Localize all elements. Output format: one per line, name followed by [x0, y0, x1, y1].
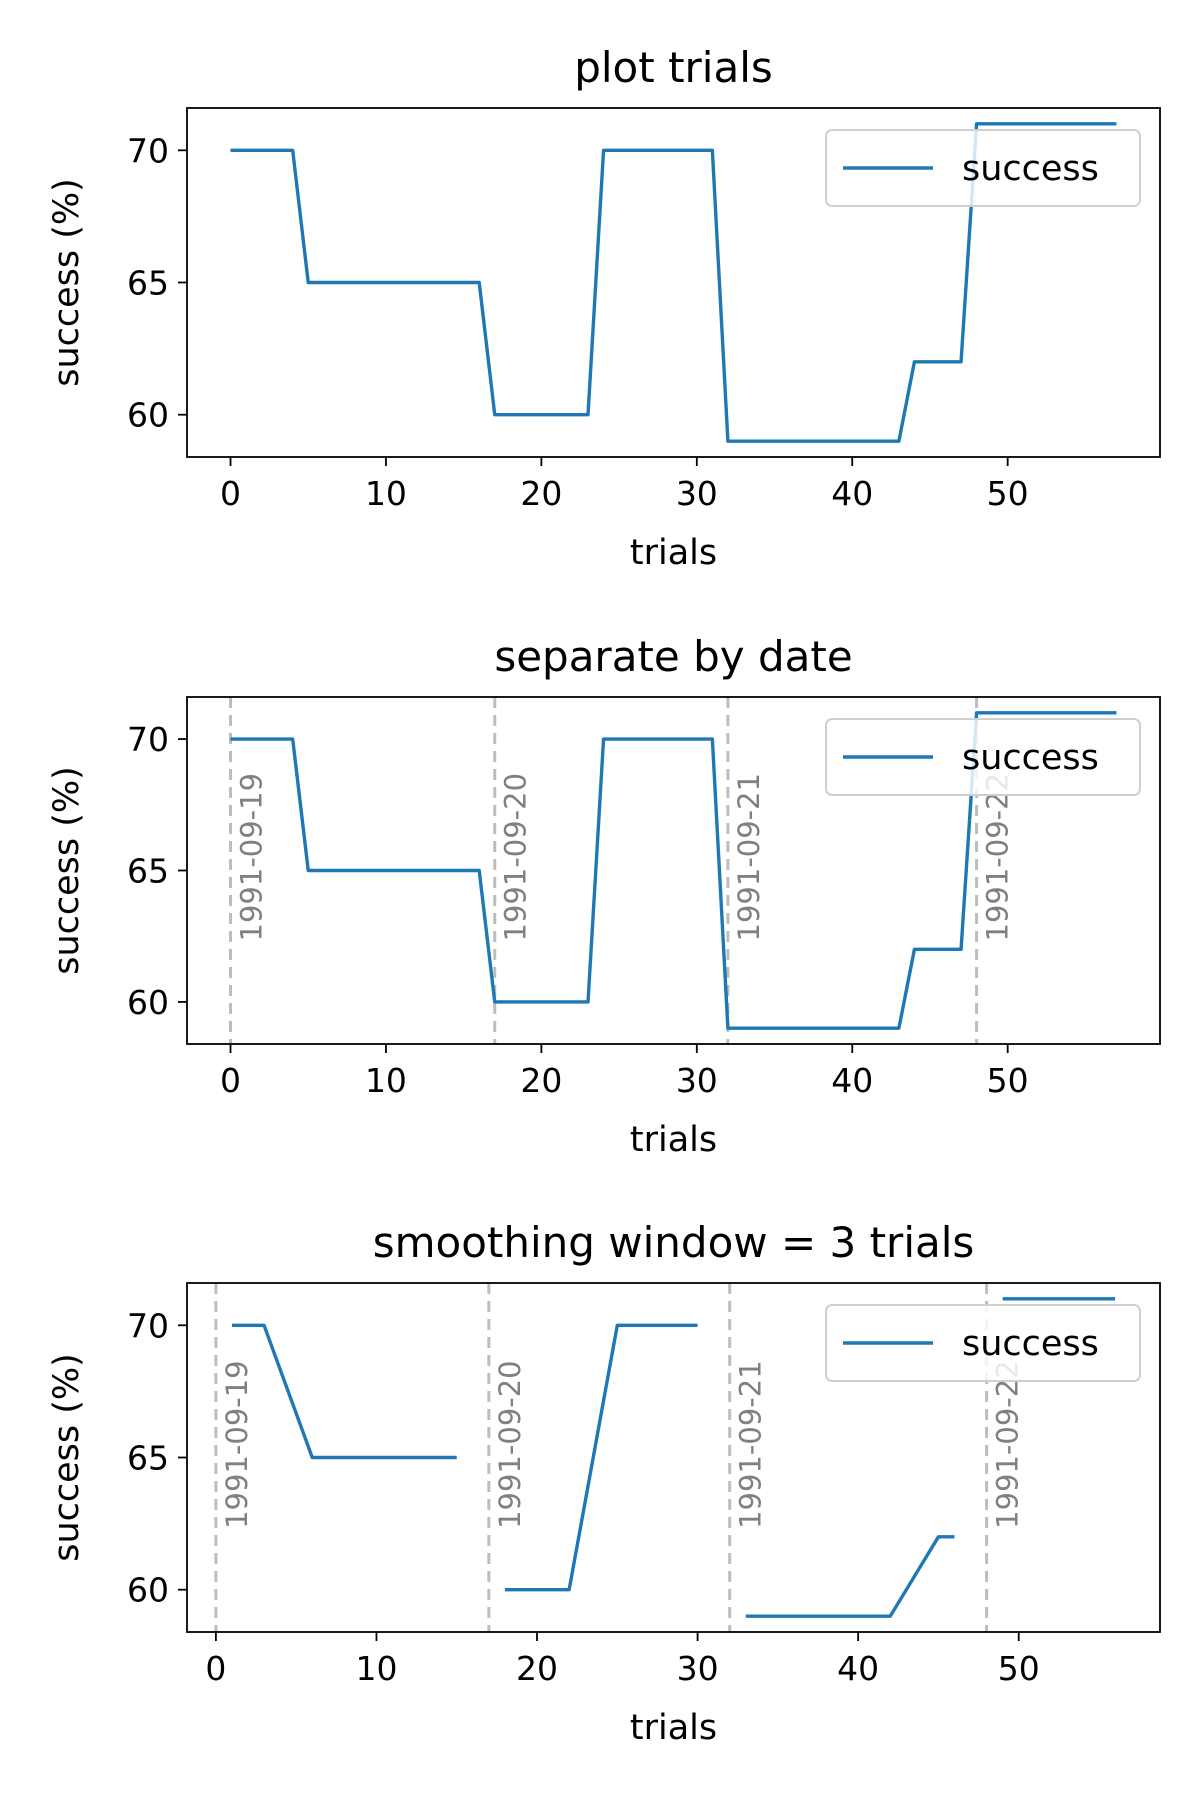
- x-tick-label: 0: [220, 1061, 241, 1100]
- date-marker-label: 1991-09-22: [981, 773, 1015, 942]
- date-marker-label: 1991-09-20: [493, 1360, 527, 1529]
- x-tick-label: 50: [987, 1061, 1029, 1100]
- y-tick-label: 60: [127, 983, 169, 1022]
- x-tick-label: 20: [520, 1061, 562, 1100]
- x-tick-label: 50: [987, 474, 1029, 513]
- y-tick-label: 70: [127, 131, 169, 170]
- chart-panel-2: separate by date 1991-09-19 1991-09-20 1991…: [47, 632, 1161, 1160]
- y-axis-label: success (%): [47, 178, 87, 387]
- date-marker-label: 1991-09-22: [991, 1360, 1025, 1529]
- legend-box: [825, 718, 1141, 796]
- x-tick-label: 20: [520, 474, 562, 513]
- y-tick-label: 70: [127, 1306, 169, 1345]
- x-tick-label: 30: [676, 474, 718, 513]
- legend-entry: success: [962, 738, 1099, 778]
- legend-box: [825, 1304, 1141, 1382]
- y-tick-label: 65: [127, 264, 169, 303]
- date-marker-label: 1991-09-21: [734, 1360, 768, 1529]
- legend: success: [825, 1304, 1141, 1382]
- x-tick-label: 50: [998, 1649, 1040, 1688]
- x-tick-label: 10: [365, 474, 407, 513]
- plot-area: 1991-09-19 1991-09-20 1991-09-21 1991-09-22: [214, 1283, 1116, 1632]
- x-tick-label: 10: [365, 1061, 407, 1100]
- chart-title: separate by date: [494, 632, 852, 681]
- x-axis-label: trials: [630, 1708, 717, 1748]
- x-tick-label: 0: [220, 474, 241, 513]
- series-line-segment-3: [745, 1535, 955, 1618]
- y-axis-label: success (%): [47, 1353, 87, 1562]
- legend: success: [825, 718, 1141, 796]
- x-tick-label: 40: [831, 1061, 873, 1100]
- chart-title: smoothing window = 3 trials: [373, 1218, 975, 1267]
- x-tick-label: 20: [516, 1649, 558, 1688]
- date-marker-label: 1991-09-19: [220, 1360, 254, 1529]
- y-tick-label: 60: [127, 396, 169, 435]
- x-axis-label: trials: [630, 1120, 717, 1160]
- y-tick-label: 65: [127, 852, 169, 891]
- legend-entry: success: [962, 1324, 1099, 1364]
- chart-panel-1: plot trials 0 10 20 30 40 50 60 65 70 trials succes…: [47, 43, 1161, 573]
- y-axis-label: success (%): [47, 766, 87, 975]
- date-marker-label: 1991-09-20: [499, 773, 533, 942]
- y-tick-label: 70: [127, 720, 169, 759]
- series-line-segment-1: [230, 122, 1117, 443]
- x-tick-label: 0: [205, 1649, 226, 1688]
- date-marker-label: 1991-09-21: [732, 773, 766, 942]
- x-tick-label: 30: [676, 1061, 718, 1100]
- x-tick-label: 40: [837, 1649, 879, 1688]
- y-tick-label: 60: [127, 1571, 169, 1610]
- series-line-segment-1: [230, 711, 1117, 1030]
- series-line-segment-2: [504, 1323, 698, 1592]
- date-marker-label: 1991-09-19: [235, 773, 269, 942]
- x-tick-label: 40: [831, 474, 873, 513]
- chart-title: plot trials: [574, 43, 773, 92]
- legend-entry: success: [962, 149, 1099, 189]
- y-tick-label: 65: [127, 1439, 169, 1478]
- legend-box: [825, 129, 1141, 207]
- x-axis-label: trials: [630, 533, 717, 573]
- plot-area: [230, 122, 1117, 443]
- legend: success: [825, 129, 1141, 207]
- x-tick-label: 10: [355, 1649, 397, 1688]
- series-line-segment-1: [231, 1323, 457, 1460]
- x-tick-label: 30: [677, 1649, 719, 1688]
